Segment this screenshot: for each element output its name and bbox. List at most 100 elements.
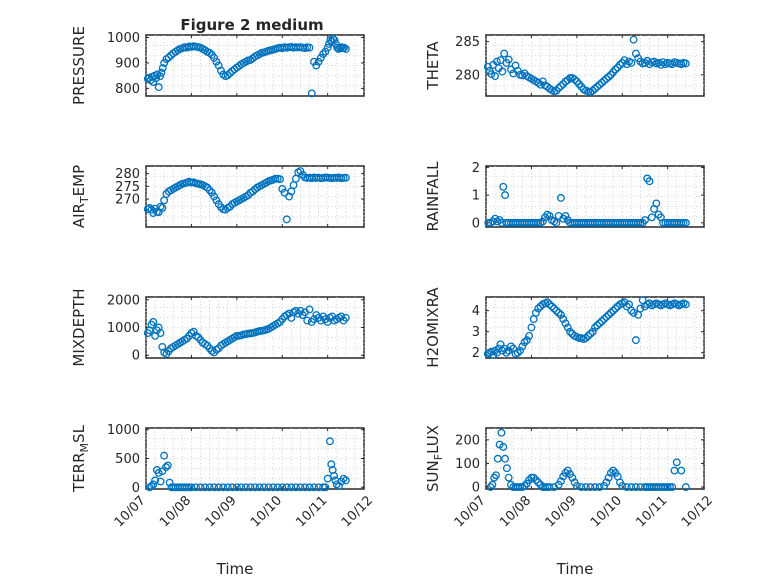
data-point xyxy=(586,329,595,338)
data-point xyxy=(341,476,350,485)
y-axis-label: THETA xyxy=(424,41,442,91)
data-point xyxy=(214,483,223,492)
y-axis-label: H2OMIXRA xyxy=(424,287,442,368)
y-axis-label: MIXDEPTH xyxy=(70,288,88,366)
series-rainfall xyxy=(484,174,690,227)
data-point xyxy=(606,308,615,317)
data-point xyxy=(158,203,167,212)
data-point xyxy=(581,483,590,492)
data-point xyxy=(504,473,513,482)
data-point xyxy=(668,483,677,492)
data-point xyxy=(246,483,255,492)
data-point xyxy=(251,483,259,492)
data-point xyxy=(223,71,232,80)
data-point xyxy=(591,323,599,332)
data-point xyxy=(518,342,527,351)
data-point xyxy=(499,442,508,451)
data-point xyxy=(513,348,522,357)
data-point xyxy=(187,483,196,492)
data-point xyxy=(545,300,554,309)
data-point xyxy=(602,478,611,487)
y-axis-label: PRESSURE xyxy=(70,26,88,105)
x-axis-label: Time xyxy=(216,560,254,578)
data-point xyxy=(520,338,529,347)
data-point xyxy=(600,76,609,85)
data-point xyxy=(581,334,590,342)
data-point xyxy=(552,306,561,315)
data-point xyxy=(541,483,549,492)
y-axis-label-subscript: T xyxy=(78,196,91,204)
data-point xyxy=(529,473,538,482)
data-point xyxy=(681,59,690,68)
data-point xyxy=(516,346,525,355)
data-point xyxy=(149,318,158,326)
data-point xyxy=(296,483,305,492)
series-theta xyxy=(483,35,690,96)
data-point xyxy=(591,84,599,93)
data-point xyxy=(154,468,163,477)
data-point xyxy=(219,483,228,492)
data-point xyxy=(518,71,527,80)
y-tick-label: 285 xyxy=(455,35,480,50)
data-point xyxy=(149,209,158,217)
data-point xyxy=(301,483,309,492)
data-point xyxy=(593,82,602,91)
y-tick-label: 280 xyxy=(455,68,480,83)
series-sun-flux xyxy=(486,428,690,492)
y-axis-label: RAINFALL xyxy=(424,161,442,232)
data-point xyxy=(631,49,640,58)
series-mixdepth xyxy=(143,305,350,358)
data-point xyxy=(636,304,645,313)
y-tick-label: 200 xyxy=(455,433,480,448)
data-point xyxy=(604,473,613,482)
data-point xyxy=(241,483,250,492)
data-point xyxy=(160,451,169,460)
data-point xyxy=(271,174,280,183)
y-axis-label: AIRTEMP xyxy=(70,165,91,228)
data-point xyxy=(285,309,294,318)
y-tick-label: 800 xyxy=(115,82,140,97)
data-point xyxy=(323,474,332,483)
data-point xyxy=(556,193,565,202)
data-point xyxy=(641,216,649,225)
data-point xyxy=(627,483,636,492)
data-point xyxy=(182,483,191,492)
data-point xyxy=(665,483,674,492)
data-point xyxy=(260,483,269,492)
data-point xyxy=(152,74,160,83)
figure-title: Figure 2 medium xyxy=(180,16,323,34)
data-point xyxy=(287,483,296,492)
data-point xyxy=(543,298,552,307)
data-point xyxy=(493,454,502,463)
y-tick-label: 1000 xyxy=(107,31,140,46)
data-point xyxy=(330,471,338,480)
data-point xyxy=(609,466,618,475)
data-point xyxy=(534,478,543,487)
data-point xyxy=(536,480,545,489)
data-point xyxy=(550,304,559,313)
data-point xyxy=(143,205,152,214)
data-point xyxy=(282,215,291,224)
data-point xyxy=(534,304,543,313)
data-point xyxy=(631,336,640,345)
data-point xyxy=(226,69,234,78)
data-point xyxy=(609,306,618,315)
data-point xyxy=(556,310,565,319)
data-point xyxy=(305,305,314,314)
data-point xyxy=(606,468,615,477)
data-point xyxy=(545,211,554,220)
data-point xyxy=(681,218,690,227)
data-point xyxy=(629,308,638,317)
data-point xyxy=(554,308,563,317)
y-tick-label: 0 xyxy=(472,216,480,231)
data-point xyxy=(534,218,543,227)
y-axis-label-part: TERR xyxy=(70,452,88,493)
y-tick-label: 275 xyxy=(115,180,140,195)
data-point xyxy=(627,306,636,315)
y-tick-label: 100 xyxy=(455,457,480,472)
data-point xyxy=(149,480,158,489)
data-point xyxy=(650,57,658,66)
data-point xyxy=(622,483,631,492)
y-axis-label-part: EMP xyxy=(70,165,88,196)
y-axis-label: SUNFLUX xyxy=(424,425,445,492)
